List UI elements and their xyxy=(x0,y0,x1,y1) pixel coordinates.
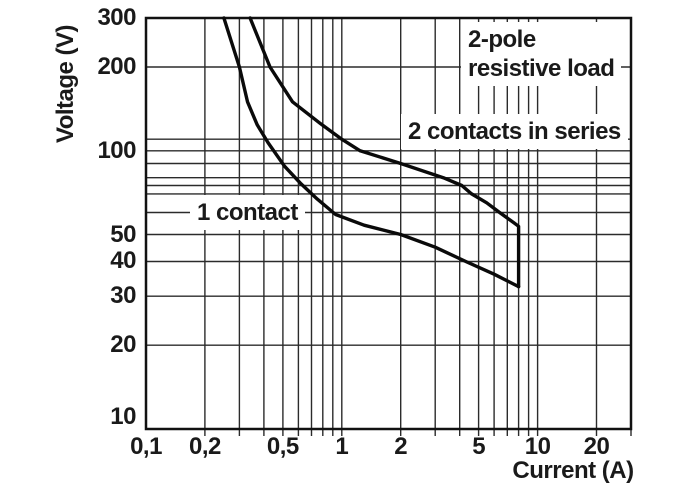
y-tick-label: 10 xyxy=(110,403,136,430)
x-tick-label: 20 xyxy=(583,433,610,460)
x-tick-label: 2 xyxy=(394,433,408,460)
y-tick-label: 50 xyxy=(110,220,136,248)
load-type-line1: 2-pole xyxy=(468,26,536,53)
x-tick-label: 0,2 xyxy=(189,433,221,460)
y-tick-label: 100 xyxy=(97,136,136,164)
x-tick-label: 5 xyxy=(472,433,486,460)
x-tick-label: 0,1 xyxy=(130,433,162,460)
x-tick-label: 0,5 xyxy=(266,433,299,460)
y-axis-title: Voltage (V) xyxy=(52,24,79,144)
y-tick-label: 20 xyxy=(110,331,136,359)
y-tick-label: 300 xyxy=(97,4,136,31)
series1-curve-label: 1 contact xyxy=(190,195,305,230)
load-type-annotation: 2-pole resistive load xyxy=(461,22,622,86)
x-tick-label: 1 xyxy=(335,433,349,460)
load-type-line2: resistive load xyxy=(468,55,615,82)
y-tick-label: 200 xyxy=(97,52,136,80)
x-tick-label: 10 xyxy=(524,433,551,460)
y-tick-label: 40 xyxy=(110,247,136,275)
series2-curve-label: 2 contacts in series xyxy=(401,114,628,149)
x-axis-title: Current (A) xyxy=(512,457,634,484)
y-tick-label: 30 xyxy=(110,282,136,310)
